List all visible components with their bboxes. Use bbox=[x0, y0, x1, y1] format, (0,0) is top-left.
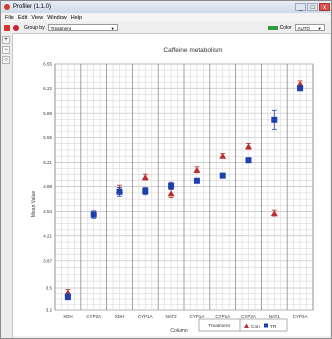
new-profile-icon[interactable] bbox=[4, 24, 10, 31]
x-tick-label: CYP1A bbox=[215, 314, 230, 319]
minimize-button[interactable]: _ bbox=[295, 3, 306, 11]
chevron-down-icon: ▼ bbox=[110, 26, 115, 31]
axes: 3.2 3.5 3.87 4.21 4.54 4.88 5.21 5.55 5.88 6.22 6.… bbox=[43, 62, 307, 319]
legend-box bbox=[198, 318, 288, 332]
con-point bbox=[245, 143, 252, 150]
x-tick-label: CYP2A bbox=[241, 314, 256, 319]
y-tick-label: 4.54 bbox=[43, 209, 52, 214]
tr-point bbox=[116, 188, 123, 195]
tr-point bbox=[219, 172, 226, 179]
zoom-in-icon[interactable]: + bbox=[2, 36, 10, 44]
tr-point bbox=[245, 157, 252, 164]
x-tick-label: CYP2A bbox=[86, 314, 101, 319]
menu-edit[interactable]: Edit bbox=[17, 14, 28, 21]
toolbar: Group by Treatment ▼ Color AUTO ▼ bbox=[1, 22, 331, 34]
window-title: Profiler (1.1.0) bbox=[13, 4, 52, 10]
y-tick-label: 6.55 bbox=[43, 62, 52, 67]
x-tick-label: XDH bbox=[115, 314, 125, 319]
tr-point bbox=[297, 85, 304, 92]
x-tick-label: XDH bbox=[63, 314, 73, 319]
x-tick-label: NAT1 bbox=[269, 314, 281, 319]
color-label: Color bbox=[279, 24, 292, 31]
x-tick-label: CYP1A bbox=[138, 314, 153, 319]
y-tick-label: 6.22 bbox=[43, 86, 52, 91]
chart-svg: Caffeine metabolism 3.2 3.5 3.87 4.21 4.54 4.… bbox=[31, 47, 314, 334]
color-swatch bbox=[267, 25, 278, 30]
zoom-out-icon[interactable]: − bbox=[2, 46, 10, 54]
menu-file[interactable]: File bbox=[5, 14, 14, 21]
tr-point bbox=[142, 188, 149, 195]
tr-point bbox=[168, 182, 175, 189]
legend-tr-marker bbox=[264, 323, 268, 328]
con-point bbox=[141, 174, 149, 181]
tr-point bbox=[193, 177, 200, 184]
legend-title: Treatment bbox=[208, 323, 230, 329]
menu-help[interactable]: Help bbox=[70, 14, 83, 21]
title-bar: Profiler (1.1.0) _ □ x bbox=[1, 1, 331, 13]
con-point bbox=[193, 166, 201, 173]
record-icon[interactable] bbox=[13, 24, 19, 31]
con-point bbox=[167, 190, 175, 197]
legend-tr-label: TR bbox=[270, 324, 277, 330]
search-icon[interactable]: ○ bbox=[2, 56, 10, 64]
tr-point bbox=[64, 293, 71, 300]
con-point bbox=[270, 210, 278, 217]
y-tick-label: 5.88 bbox=[43, 111, 52, 116]
group-by-select[interactable]: Treatment ▼ bbox=[47, 24, 118, 31]
maximize-button[interactable]: □ bbox=[307, 3, 318, 11]
y-tick-label: 3.87 bbox=[43, 258, 52, 263]
x-tick-label: CYP2A bbox=[293, 314, 308, 319]
color-select[interactable]: AUTO ▼ bbox=[294, 24, 325, 31]
con-point bbox=[219, 152, 227, 159]
chevron-down-icon: ▼ bbox=[317, 26, 322, 31]
x-tick-label: CYP1A bbox=[190, 314, 205, 319]
y-tick-label: 3.5 bbox=[46, 286, 53, 291]
tr-point bbox=[271, 116, 278, 123]
y-tick-label: 5.21 bbox=[43, 160, 52, 165]
menu-window[interactable]: Window bbox=[47, 14, 67, 21]
x-axis-title: Column bbox=[170, 328, 187, 334]
legend-con-marker bbox=[244, 323, 249, 328]
color-value: AUTO bbox=[297, 26, 310, 31]
left-tool-strip: + − ○ bbox=[1, 33, 13, 338]
x-tick-label: NAT2 bbox=[166, 314, 178, 319]
menu-bar: File Edit View Window Help bbox=[1, 13, 331, 22]
y-tick-label: 4.21 bbox=[43, 233, 52, 238]
group-by-label: Group by bbox=[24, 24, 45, 31]
chart-title: Caffeine metabolism bbox=[163, 47, 222, 54]
y-tick-label: 4.88 bbox=[43, 184, 52, 189]
y-tick-label: 3.2 bbox=[46, 308, 53, 313]
grid bbox=[54, 63, 314, 311]
close-button[interactable]: x bbox=[319, 3, 330, 11]
y-tick-label: 5.55 bbox=[43, 135, 52, 140]
group-by-value: Treatment bbox=[50, 26, 71, 31]
y-axis-title: Mean Value bbox=[31, 191, 37, 218]
series bbox=[64, 80, 304, 301]
app-icon bbox=[4, 4, 10, 10]
tr-point bbox=[90, 211, 97, 218]
legend-con-label: Con bbox=[251, 324, 260, 330]
chart-panel: Caffeine metabolism 3.2 3.5 3.87 4.21 4.54 4.… bbox=[13, 34, 330, 336]
menu-view[interactable]: View bbox=[31, 14, 44, 21]
legend: Treatment Con TR bbox=[198, 318, 288, 332]
